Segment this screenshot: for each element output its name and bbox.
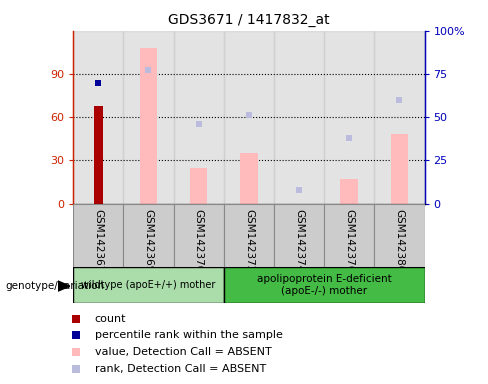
Bar [341,179,358,204]
Text: GSM142370: GSM142370 [194,209,203,272]
FancyBboxPatch shape [274,204,324,267]
Bar [73,31,123,204]
Text: genotype/variation: genotype/variation [5,281,104,291]
Bar [374,31,425,204]
Bar [94,106,102,204]
Title: GDS3671 / 1417832_at: GDS3671 / 1417832_at [168,13,330,27]
Text: GSM142372: GSM142372 [244,209,254,272]
Text: GSM142374: GSM142374 [294,209,304,272]
Text: GSM142369: GSM142369 [143,209,154,272]
Bar [274,31,324,204]
FancyBboxPatch shape [174,204,224,267]
FancyBboxPatch shape [374,204,425,267]
Bar [123,31,174,204]
Text: GSM142376: GSM142376 [344,209,354,272]
Bar [190,167,207,204]
Text: value, Detection Call = ABSENT: value, Detection Call = ABSENT [95,347,271,357]
FancyBboxPatch shape [123,204,174,267]
Text: percentile rank within the sample: percentile rank within the sample [95,330,283,340]
Bar [324,31,374,204]
FancyBboxPatch shape [224,267,425,303]
Bar [224,31,274,204]
Bar [391,134,408,204]
Text: apolipoprotein E-deficient
(apoE-/-) mother: apolipoprotein E-deficient (apoE-/-) mot… [257,274,391,296]
Text: wildtype (apoE+/+) mother: wildtype (apoE+/+) mother [81,280,216,290]
Bar [174,31,224,204]
Polygon shape [58,281,70,291]
Bar [140,48,157,204]
Text: count: count [95,314,126,324]
FancyBboxPatch shape [224,204,274,267]
Text: GSM142380: GSM142380 [394,209,405,272]
FancyBboxPatch shape [73,267,224,303]
Bar [240,153,258,204]
Text: GSM142367: GSM142367 [93,209,103,272]
Text: rank, Detection Call = ABSENT: rank, Detection Call = ABSENT [95,364,266,374]
FancyBboxPatch shape [73,204,123,267]
FancyBboxPatch shape [324,204,374,267]
